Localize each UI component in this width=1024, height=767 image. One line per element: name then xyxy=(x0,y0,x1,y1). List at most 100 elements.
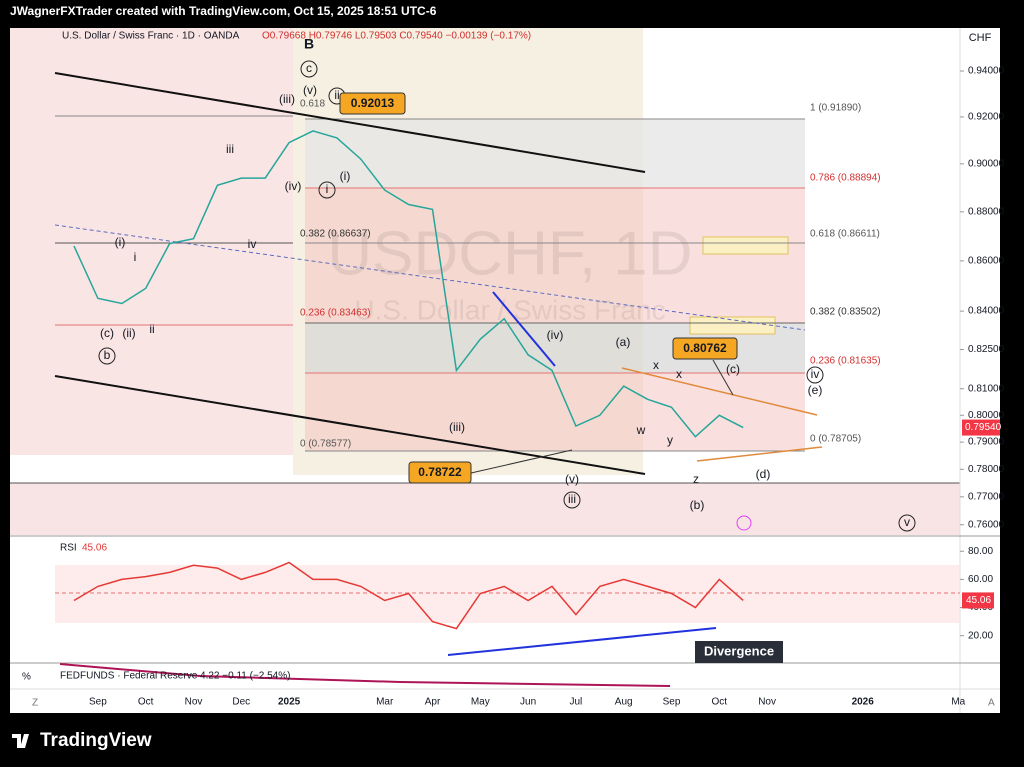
trendlines xyxy=(54,72,823,656)
credit: JWagnerFXTrader created with TradingView… xyxy=(10,4,437,18)
fedfunds-label: FEDFUNDS · Federal Reserve 4.22 −0.11 (−… xyxy=(60,671,290,682)
price-line xyxy=(73,561,744,630)
wave-label: w xyxy=(636,423,646,437)
price-box xyxy=(408,461,472,484)
currency: CHF xyxy=(969,32,992,44)
wave-label: (ii) xyxy=(122,326,135,340)
fib-label: 0.236 (0.83463) xyxy=(300,308,371,319)
y-tick-label: 0.86000 xyxy=(968,256,1005,267)
fib-label: 0.236 (0.81635) xyxy=(810,356,881,367)
wave-label: (v) xyxy=(565,472,579,486)
wave-label: (i) xyxy=(115,235,126,249)
wave-label: iii xyxy=(568,492,576,506)
x-tick-label: Jul xyxy=(570,697,583,708)
price-box-label: 0.80762 xyxy=(683,341,727,355)
wave-label: x xyxy=(653,358,659,372)
last-price-box xyxy=(962,419,1000,436)
fib-zone xyxy=(305,188,805,323)
fib-label: 0.618 xyxy=(300,99,325,110)
x-tick-label: Oct xyxy=(712,697,728,708)
wave-label: (d) xyxy=(756,467,771,481)
y-tick-label: 0.82500 xyxy=(968,344,1005,355)
fib-label: 0.786 (0.88894) xyxy=(810,173,881,184)
x-tick-label: Sep xyxy=(663,697,681,708)
zone xyxy=(10,483,960,535)
wave-label: (b) xyxy=(690,498,705,512)
icon xyxy=(736,515,752,531)
a-button[interactable]: A xyxy=(988,698,995,709)
fib-label: 0 (0.78705) xyxy=(810,434,861,445)
y-tick-label: 0.90000 xyxy=(968,158,1005,169)
wave-label: (v) xyxy=(303,83,317,97)
zone xyxy=(10,28,293,455)
z-button[interactable]: Z xyxy=(32,698,38,709)
rsi-last: 45.06 xyxy=(966,595,991,606)
fedfunds-line xyxy=(59,663,671,687)
rsi-title: RSI xyxy=(60,543,77,554)
x-tick-label: Nov xyxy=(758,697,776,708)
x-tick-label: Apr xyxy=(425,697,441,708)
fib-label: 0 (0.78577) xyxy=(300,439,351,450)
fib-zone xyxy=(305,119,805,188)
x-tick-label: Oct xyxy=(138,697,154,708)
price-box-label: 0.92013 xyxy=(351,96,395,110)
target-box xyxy=(702,236,789,255)
x-tick-label: 2025 xyxy=(278,697,301,708)
x-tick-label: 2026 xyxy=(852,697,875,708)
y-tick-label: 0.88000 xyxy=(968,206,1005,217)
wave-label: (c) xyxy=(726,362,740,376)
wave-label: (c) xyxy=(100,326,114,340)
wave-label: i xyxy=(134,250,137,264)
wave-label: iii xyxy=(226,142,234,156)
wave-label: v xyxy=(904,515,910,529)
y-tick-label: 0.77000 xyxy=(968,491,1005,502)
y-tick-label: 0.78000 xyxy=(968,464,1005,475)
wave-circle xyxy=(898,514,916,532)
price-line xyxy=(73,130,744,438)
x-tick-label: Aug xyxy=(615,697,633,708)
percent: % xyxy=(22,672,31,683)
rsi-band xyxy=(55,565,960,623)
wave-label: (a) xyxy=(616,335,631,349)
x-tick-label: Sep xyxy=(89,697,107,708)
wave-label: B xyxy=(304,36,314,52)
y-tick-label: 0.81000 xyxy=(968,383,1005,394)
logo: TradingView xyxy=(40,730,152,751)
wave-label: (iii) xyxy=(449,420,465,434)
wave-circle xyxy=(563,491,581,509)
y-tick-label: 0.92000 xyxy=(968,112,1005,123)
x-tick-label: Dec xyxy=(232,697,250,708)
x-tick-label: Mar xyxy=(376,697,394,708)
fib-label: 0.382 (0.86637) xyxy=(300,229,371,240)
symbol-title: U.S. Dollar / Swiss Franc · 1D · OANDA xyxy=(62,31,240,42)
wave-circle xyxy=(300,60,318,78)
wave-label: y xyxy=(667,433,673,447)
x-tick-label: Ma xyxy=(951,697,965,708)
wave-label: iv xyxy=(248,237,257,251)
wave-label: b xyxy=(104,348,111,362)
wave-label: (e) xyxy=(808,383,823,397)
fib-label: 0.382 (0.83502) xyxy=(810,307,881,318)
y-tick-label: 0.84000 xyxy=(968,306,1005,317)
wave-label: c xyxy=(306,61,312,75)
y-tick-label: 80.00 xyxy=(968,546,993,557)
price-box-label: 0.78722 xyxy=(418,465,462,479)
divergence-box xyxy=(695,641,783,663)
price-box xyxy=(672,337,738,360)
wave-label: ii xyxy=(334,88,339,102)
fib-label: 0.618 (0.86611) xyxy=(810,229,880,240)
wave-label: x xyxy=(676,367,682,381)
x-tick-label: May xyxy=(471,697,490,708)
x-tick-label: Nov xyxy=(185,697,203,708)
price-box xyxy=(339,92,406,115)
rsi-box xyxy=(962,592,994,609)
wave-label: (i) xyxy=(340,169,351,183)
ohlc: O0.79668 H0.79746 L0.79503 C0.79540 −0.0… xyxy=(262,31,531,42)
wave-label: i xyxy=(326,182,329,196)
y-tick-label: 0.79000 xyxy=(968,437,1005,448)
y-tick-label: 0.94000 xyxy=(968,66,1005,77)
wave-label: z xyxy=(693,472,699,486)
wave-label: ii xyxy=(149,322,154,336)
y-tick-label: 0.80000 xyxy=(968,410,1005,421)
